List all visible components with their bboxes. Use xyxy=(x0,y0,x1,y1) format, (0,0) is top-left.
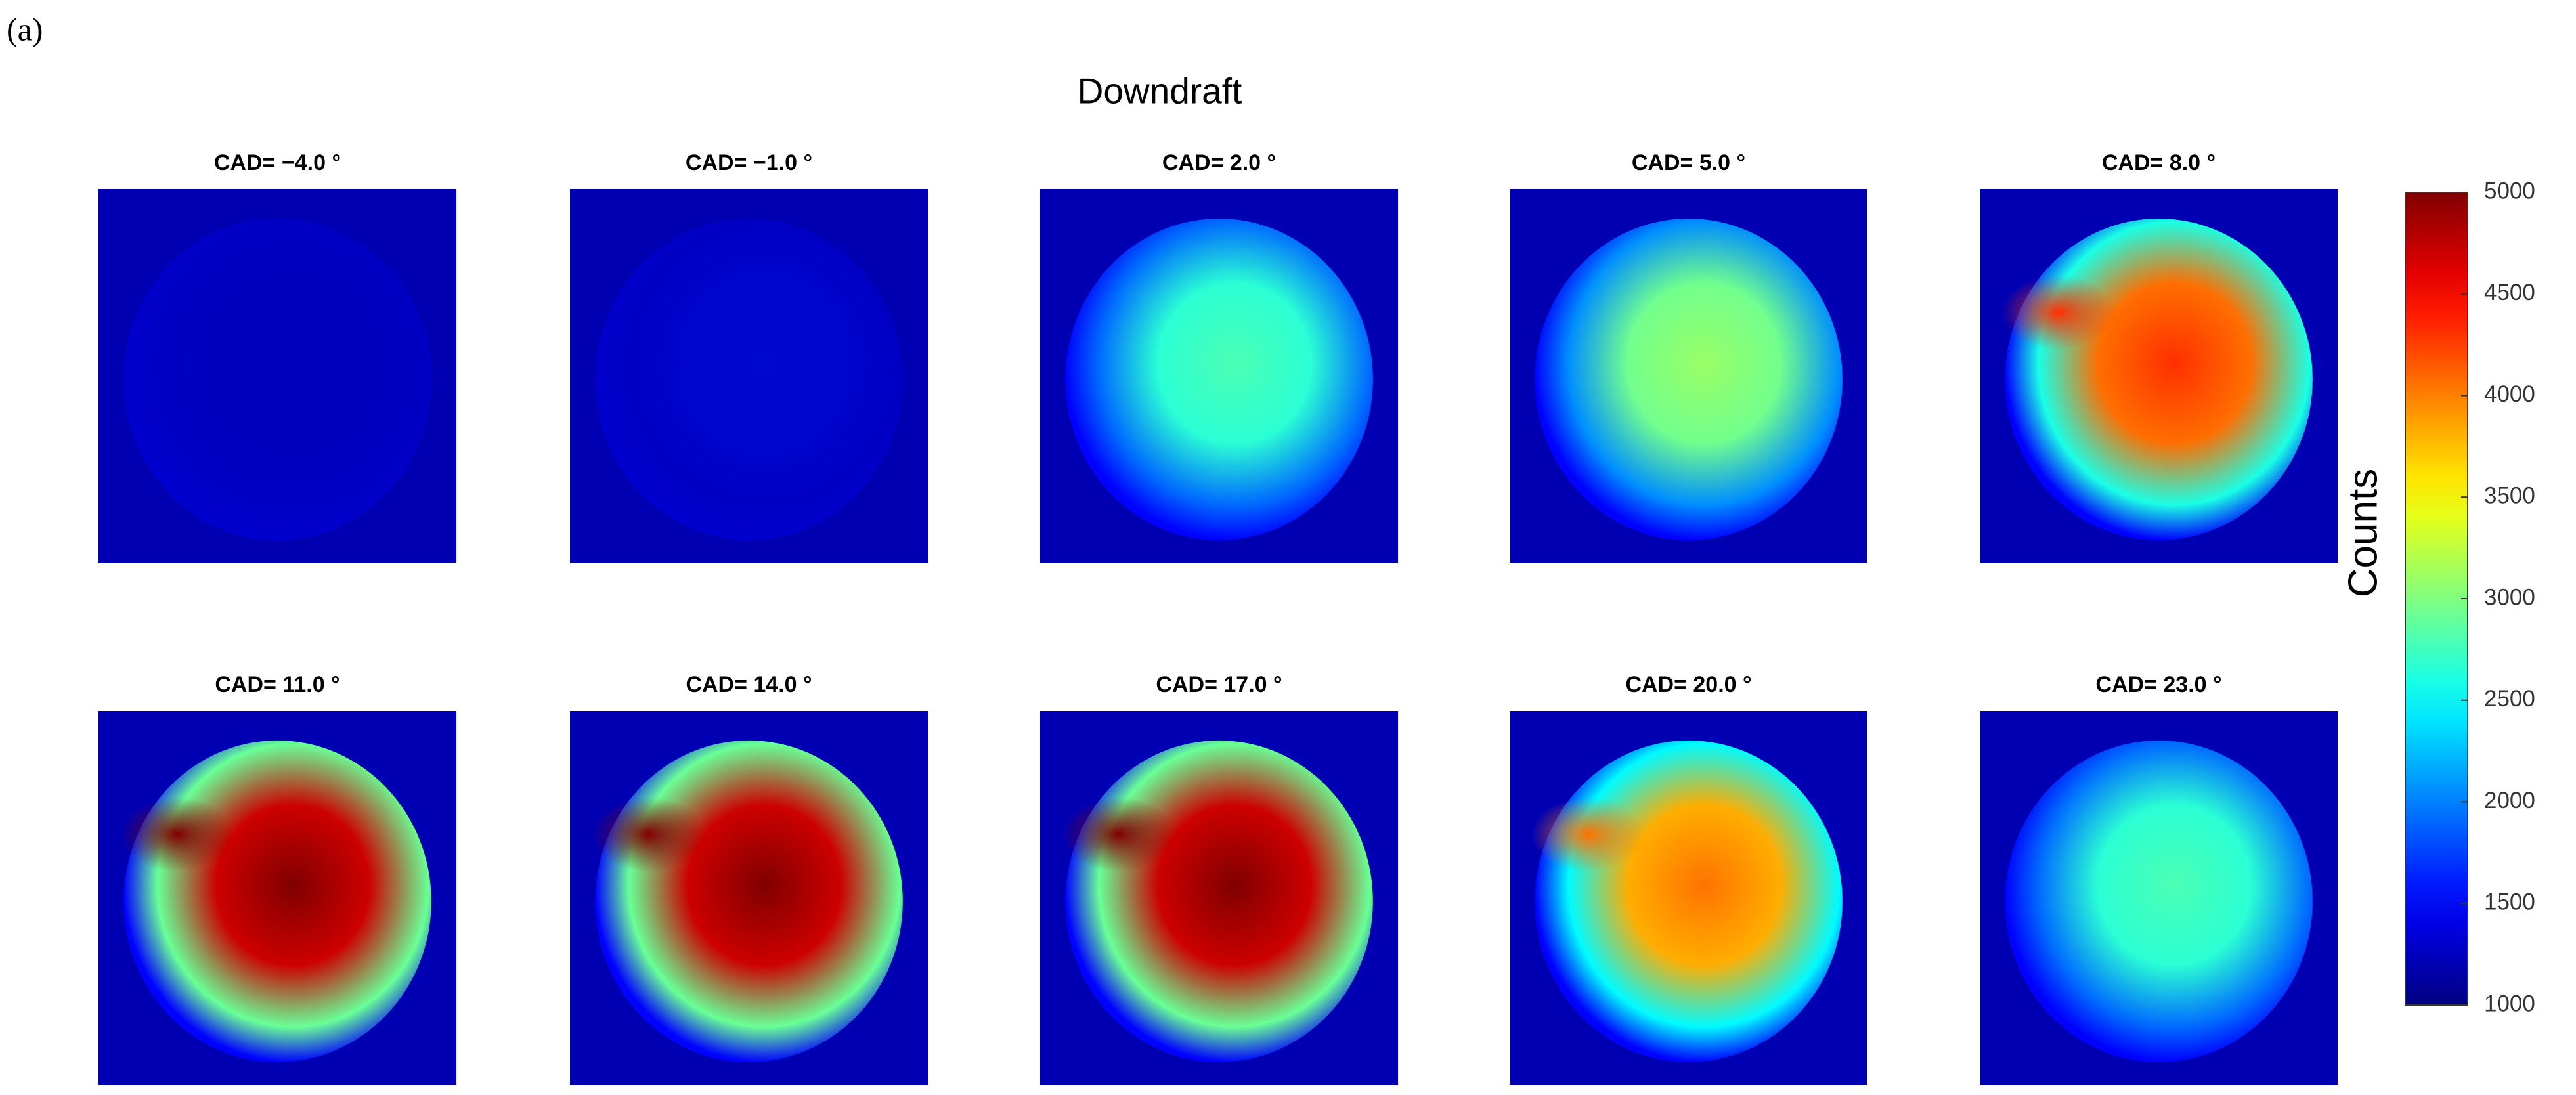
panel-hotspot xyxy=(1061,797,1177,872)
colorbar-tick-label: 2500 xyxy=(2484,686,2535,712)
panel-title: CAD= 14.0 ° xyxy=(686,672,812,697)
panel-title: CAD= −1.0 ° xyxy=(686,150,812,175)
panel-blob xyxy=(2005,740,2313,1063)
panel-blob xyxy=(1065,740,1373,1063)
colorbar-tick-label: 5000 xyxy=(2484,178,2535,204)
panel-hotspot xyxy=(120,797,235,872)
colorbar-tick-label: 4500 xyxy=(2484,280,2535,305)
panel-title: CAD= 8.0 ° xyxy=(2102,150,2216,175)
panel-blob xyxy=(123,740,431,1063)
colorbar-tick-label: 2000 xyxy=(2484,788,2535,813)
panel-blob xyxy=(1535,740,1843,1063)
colorbar-tick-label: 1500 xyxy=(2484,890,2535,915)
panel-blob xyxy=(1065,218,1373,541)
panel-blob xyxy=(1535,218,1843,541)
colorbar-tick-label: 3500 xyxy=(2484,483,2535,509)
panel-hotspot xyxy=(1531,797,1646,872)
panel-hotspot xyxy=(591,797,707,872)
panel-label: (a) xyxy=(7,11,43,47)
colorbar xyxy=(2405,192,2468,1006)
panel-hotspot xyxy=(2001,275,2116,351)
panel-title: CAD= 20.0 ° xyxy=(1625,672,1751,697)
panel-blob xyxy=(123,218,431,541)
colorbar-tick-label: 3000 xyxy=(2484,584,2535,610)
colorbar-tick-label: 1000 xyxy=(2484,991,2535,1016)
colorbar-label: Counts xyxy=(2340,469,2386,597)
figure-title: Downdraft xyxy=(1078,71,1242,112)
colorbar-tick-label: 4000 xyxy=(2484,381,2535,407)
panel-title: CAD= 5.0 ° xyxy=(1632,150,1745,175)
panel-title: CAD= 17.0 ° xyxy=(1156,672,1282,697)
panel-title: CAD= 23.0 ° xyxy=(2095,672,2221,697)
panel-title: CAD= 2.0 ° xyxy=(1162,150,1276,175)
panel-blob xyxy=(2005,218,2313,541)
panel-blob xyxy=(595,218,903,541)
panel-blob xyxy=(595,740,903,1063)
panel-title: CAD= 11.0 ° xyxy=(215,672,339,697)
panel-title: CAD= −4.0 ° xyxy=(214,150,341,175)
